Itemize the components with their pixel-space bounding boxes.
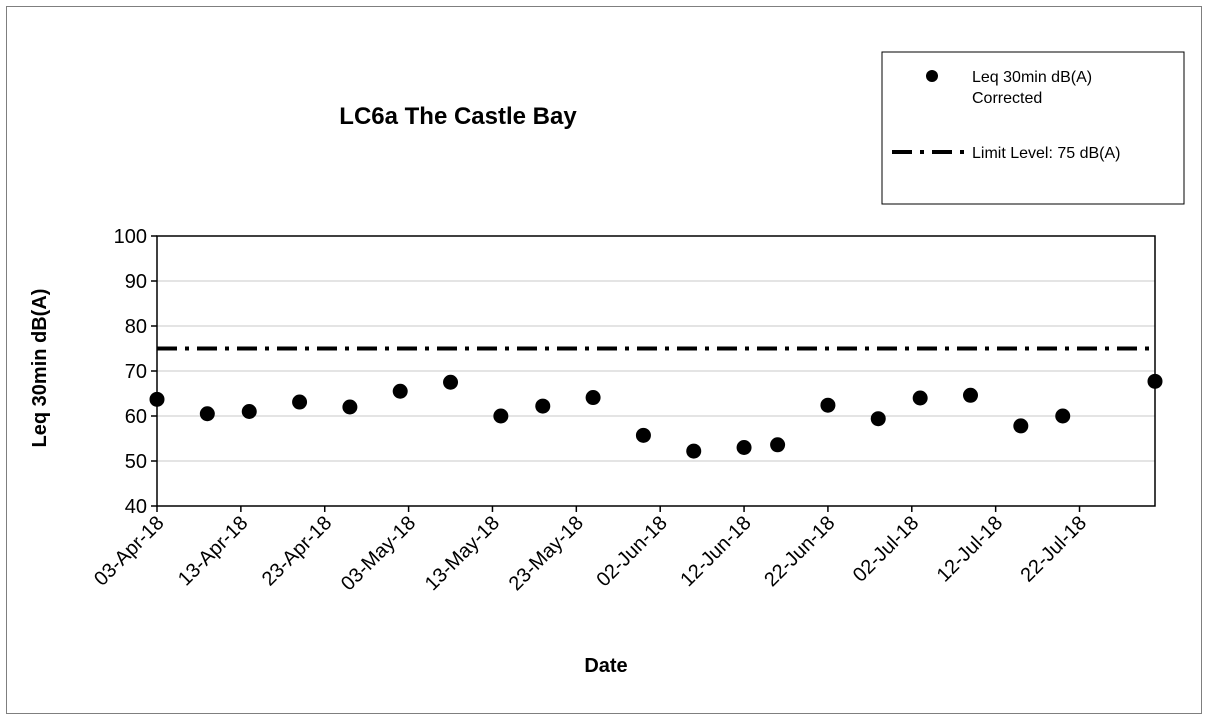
data-point xyxy=(392,383,408,399)
x-tick-label: 12-Jul-18 xyxy=(933,512,1008,587)
y-tick-label: 60 xyxy=(125,406,147,428)
data-points xyxy=(149,373,1163,459)
data-point xyxy=(770,437,786,453)
y-tick-label: 50 xyxy=(125,451,147,473)
x-tick-label: 02-Jul-18 xyxy=(849,512,924,587)
legend: Leq 30min dB(A) Corrected Limit Level: 7… xyxy=(881,51,1185,205)
y-tick-label: 100 xyxy=(114,226,147,248)
y-tick-label: 80 xyxy=(125,316,147,338)
y-tick-label: 70 xyxy=(125,361,147,383)
data-point xyxy=(493,408,509,424)
data-point xyxy=(199,406,215,422)
x-tick-label: 23-May-18 xyxy=(505,512,588,595)
data-point xyxy=(585,390,601,406)
y-axis-label: Leq 30min dB(A) xyxy=(29,289,51,448)
gridlines xyxy=(157,280,1155,462)
data-point xyxy=(912,390,928,406)
data-point xyxy=(686,443,702,459)
x-tick-label: 03-Apr-18 xyxy=(90,512,168,590)
y-tick-label: 90 xyxy=(125,271,147,293)
x-tick-label: 03-May-18 xyxy=(337,512,420,595)
legend-label-measured: Leq 30min dB(A) Corrected xyxy=(972,69,1097,107)
data-point xyxy=(342,399,358,415)
x-axis: 03-Apr-18 13-Apr-18 23-Apr-18 03-May-18 13-M… xyxy=(90,506,1091,595)
x-tick-label: 13-May-18 xyxy=(421,512,504,595)
legend-label-limit: Limit Level: 75 dB(A) xyxy=(972,145,1121,162)
legend-label-measured-line2: Corrected xyxy=(972,90,1042,107)
legend-marker-measured xyxy=(926,70,938,82)
legend-label-measured-line1: Leq 30min dB(A) xyxy=(972,69,1092,86)
x-tick-label: 02-Jun-18 xyxy=(592,512,671,591)
data-point xyxy=(820,397,836,413)
x-axis-label: Date xyxy=(584,655,627,677)
data-point xyxy=(635,427,651,443)
x-tick-label: 23-Apr-18 xyxy=(258,512,336,590)
x-tick-label: 12-Jun-18 xyxy=(676,512,755,591)
data-point xyxy=(1013,418,1029,434)
chart-title: LC6a The Castle Bay xyxy=(339,103,577,130)
x-tick-label: 22-Jul-18 xyxy=(1017,512,1092,587)
y-axis: 40 50 60 70 80 90 100 xyxy=(114,226,157,518)
data-point xyxy=(1055,408,1071,424)
data-point xyxy=(443,374,459,390)
data-point xyxy=(736,440,752,455)
data-point xyxy=(241,404,257,419)
x-tick-label: 22-Jun-18 xyxy=(760,512,839,591)
data-point xyxy=(535,398,551,414)
data-point xyxy=(962,387,978,403)
data-point xyxy=(292,394,308,410)
y-tick-label: 40 xyxy=(125,496,147,518)
data-point xyxy=(870,411,886,427)
x-tick-label: 13-Apr-18 xyxy=(174,512,252,590)
